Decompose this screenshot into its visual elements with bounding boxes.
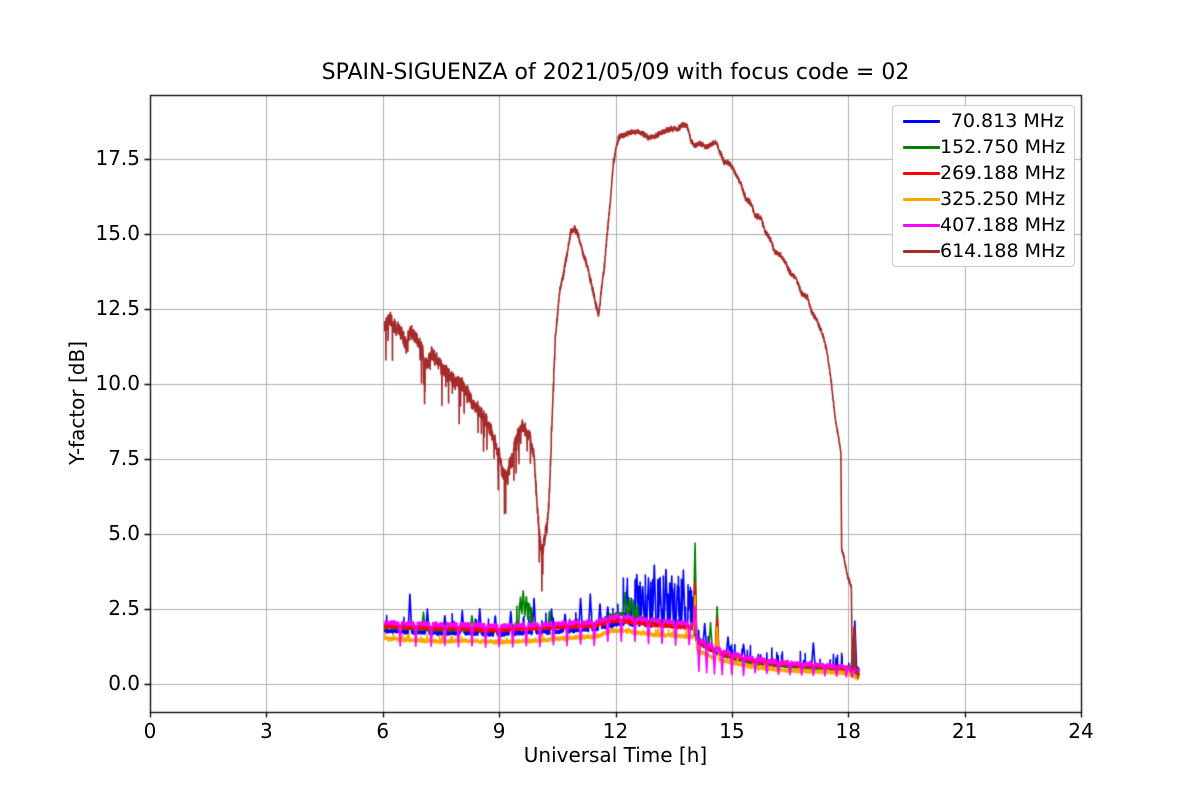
legend-item: 152.750 MHz	[903, 134, 1066, 160]
x-tick-label: 0	[143, 719, 157, 743]
legend-item-label: 269.188 MHz	[940, 162, 1066, 184]
legend-item: 70.813 MHz	[903, 108, 1064, 134]
legend-item-label: 70.813 MHz	[950, 110, 1064, 132]
y-tick-label: 5.0	[108, 521, 140, 546]
legend-line-sample	[903, 145, 940, 149]
y-tick-label: 17.5	[95, 145, 140, 170]
y-tick-label: 10.0	[95, 370, 140, 395]
legend-item: 325.250 MHz	[903, 186, 1066, 212]
legend-item-label: 407.188 MHz	[940, 214, 1066, 236]
legend-item: 269.188 MHz	[903, 160, 1066, 186]
legend-line-sample	[903, 223, 940, 227]
x-tick-label: 15	[719, 719, 745, 743]
chart-title: SPAIN-SIGUENZA of 2021/05/09 with focus …	[321, 60, 910, 85]
legend-line-sample	[903, 249, 940, 253]
x-tick-label: 6	[376, 719, 390, 743]
x-tick-label: 18	[835, 719, 861, 743]
legend-item-label: 152.750 MHz	[940, 136, 1066, 158]
x-tick-label: 21	[951, 719, 978, 743]
x-axis-label: Universal Time [h]	[523, 743, 708, 767]
y-tick-label: 12.5	[95, 295, 140, 320]
y-tick-label: 7.5	[108, 446, 140, 471]
x-tick-label: 12	[602, 719, 629, 743]
x-tick-label: 24	[1068, 719, 1094, 743]
y-tick-label: 15.0	[95, 220, 140, 245]
legend-item-label: 325.250 MHz	[940, 188, 1066, 210]
legend-item-label: 614.188 MHz	[940, 240, 1066, 262]
legend-line-sample	[903, 171, 940, 175]
legend: 70.813 MHz 152.750 MHz 269.188 MHz 325.2…	[892, 105, 1075, 267]
y-tick-label: 0.0	[108, 671, 140, 696]
legend-item: 614.188 MHz	[903, 238, 1066, 264]
x-tick-label: 9	[492, 719, 506, 743]
legend-line-sample	[903, 119, 940, 123]
legend-line-sample	[903, 197, 940, 201]
y-tick-label: 2.5	[108, 596, 140, 621]
legend-item: 407.188 MHz	[903, 212, 1066, 238]
x-tick-label: 3	[260, 719, 273, 743]
